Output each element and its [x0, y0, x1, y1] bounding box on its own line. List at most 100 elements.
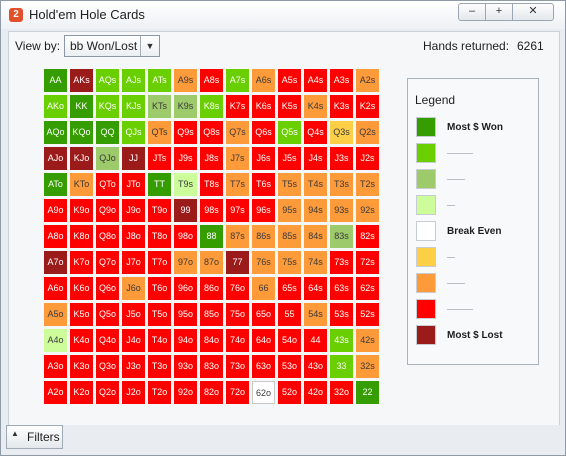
hand-cell-Q8s[interactable]: Q8s: [200, 121, 223, 144]
hand-cell-KQs[interactable]: KQs: [96, 95, 119, 118]
hand-cell-55[interactable]: 55: [278, 303, 301, 326]
hand-cell-Q3s[interactable]: Q3s: [330, 121, 353, 144]
hand-cell-88[interactable]: 88: [200, 225, 223, 248]
hand-cell-33[interactable]: 33: [330, 355, 353, 378]
hand-cell-Q4s[interactable]: Q4s: [304, 121, 327, 144]
maximize-button[interactable]: +: [485, 3, 513, 21]
hand-cell-K8o[interactable]: K8o: [70, 225, 93, 248]
minimize-button[interactable]: –: [458, 3, 486, 21]
hand-cell-66[interactable]: 66: [252, 277, 275, 300]
hand-cell-73s[interactable]: 73s: [330, 251, 353, 274]
hand-cell-76o[interactable]: 76o: [226, 277, 249, 300]
hand-cell-96o[interactable]: 96o: [174, 277, 197, 300]
hand-cell-A3s[interactable]: A3s: [330, 69, 353, 92]
hand-cell-65o[interactable]: 65o: [252, 303, 275, 326]
hand-cell-53o[interactable]: 53o: [278, 355, 301, 378]
hand-cell-72s[interactable]: 72s: [356, 251, 379, 274]
hand-cell-85s[interactable]: 85s: [278, 225, 301, 248]
hand-cell-77[interactable]: 77: [226, 251, 249, 274]
hand-cell-QJs[interactable]: QJs: [122, 121, 145, 144]
hand-cell-A7o[interactable]: A7o: [44, 251, 67, 274]
hand-cell-T9o[interactable]: T9o: [148, 199, 171, 222]
hand-cell-75o[interactable]: 75o: [226, 303, 249, 326]
hand-cell-96s[interactable]: 96s: [252, 199, 275, 222]
hand-cell-86s[interactable]: 86s: [252, 225, 275, 248]
hand-cell-KJo[interactable]: KJo: [70, 147, 93, 170]
hand-cell-A6s[interactable]: A6s: [252, 69, 275, 92]
hand-cell-Q9s[interactable]: Q9s: [174, 121, 197, 144]
hand-cell-K8s[interactable]: K8s: [200, 95, 223, 118]
hand-cell-92o[interactable]: 92o: [174, 381, 197, 404]
hand-cell-A4o[interactable]: A4o: [44, 329, 67, 352]
hand-cell-98s[interactable]: 98s: [200, 199, 223, 222]
hand-cell-44[interactable]: 44: [304, 329, 327, 352]
hand-cell-42o[interactable]: 42o: [304, 381, 327, 404]
hand-cell-K6o[interactable]: K6o: [70, 277, 93, 300]
hand-cell-K3s[interactable]: K3s: [330, 95, 353, 118]
hand-cell-63s[interactable]: 63s: [330, 277, 353, 300]
hand-cell-22[interactable]: 22: [356, 381, 379, 404]
hand-cell-A9o[interactable]: A9o: [44, 199, 67, 222]
hand-cell-43s[interactable]: 43s: [330, 329, 353, 352]
chevron-down-icon[interactable]: ▼: [140, 36, 159, 56]
hand-cell-52s[interactable]: 52s: [356, 303, 379, 326]
hand-cell-98o[interactable]: 98o: [174, 225, 197, 248]
hand-cell-53s[interactable]: 53s: [330, 303, 353, 326]
hand-cell-64o[interactable]: 64o: [252, 329, 275, 352]
hand-cell-AQo[interactable]: AQo: [44, 121, 67, 144]
hand-cell-93s[interactable]: 93s: [330, 199, 353, 222]
hand-cell-K9s[interactable]: K9s: [174, 95, 197, 118]
hand-cell-Q4o[interactable]: Q4o: [96, 329, 119, 352]
hand-cell-K7o[interactable]: K7o: [70, 251, 93, 274]
hand-cell-A5o[interactable]: A5o: [44, 303, 67, 326]
hand-cell-T4o[interactable]: T4o: [148, 329, 171, 352]
hand-cell-J9o[interactable]: J9o: [122, 199, 145, 222]
hand-cell-J6s[interactable]: J6s: [252, 147, 275, 170]
hand-cell-T9s[interactable]: T9s: [174, 173, 197, 196]
hand-cell-T4s[interactable]: T4s: [304, 173, 327, 196]
hand-cell-KTo[interactable]: KTo: [70, 173, 93, 196]
hand-cell-82o[interactable]: 82o: [200, 381, 223, 404]
hand-cell-84o[interactable]: 84o: [200, 329, 223, 352]
hand-cell-K7s[interactable]: K7s: [226, 95, 249, 118]
hand-cell-Q7s[interactable]: Q7s: [226, 121, 249, 144]
hand-cell-T5s[interactable]: T5s: [278, 173, 301, 196]
hand-cell-AJs[interactable]: AJs: [122, 69, 145, 92]
hand-cell-J7s[interactable]: J7s: [226, 147, 249, 170]
hand-cell-62o[interactable]: 62o: [252, 381, 275, 404]
hand-cell-ATo[interactable]: ATo: [44, 173, 67, 196]
hand-cell-72o[interactable]: 72o: [226, 381, 249, 404]
hand-cell-97o[interactable]: 97o: [174, 251, 197, 274]
hand-cell-Q3o[interactable]: Q3o: [96, 355, 119, 378]
hand-cell-J2s[interactable]: J2s: [356, 147, 379, 170]
hand-cell-K5o[interactable]: K5o: [70, 303, 93, 326]
hand-cell-Q9o[interactable]: Q9o: [96, 199, 119, 222]
hand-cell-73o[interactable]: 73o: [226, 355, 249, 378]
view-by-select[interactable]: bb Won/Lost ▼: [64, 35, 160, 57]
hand-cell-T8o[interactable]: T8o: [148, 225, 171, 248]
hand-cell-K4o[interactable]: K4o: [70, 329, 93, 352]
hand-cell-J3o[interactable]: J3o: [122, 355, 145, 378]
hand-cell-95o[interactable]: 95o: [174, 303, 197, 326]
hand-cell-T3o[interactable]: T3o: [148, 355, 171, 378]
hand-cell-J8s[interactable]: J8s: [200, 147, 223, 170]
hand-cell-AA[interactable]: AA: [44, 69, 67, 92]
hand-cell-JJ[interactable]: JJ: [122, 147, 145, 170]
hand-cell-ATs[interactable]: ATs: [148, 69, 171, 92]
hand-cell-74o[interactable]: 74o: [226, 329, 249, 352]
hand-cell-Q6s[interactable]: Q6s: [252, 121, 275, 144]
hand-cell-QTo[interactable]: QTo: [96, 173, 119, 196]
hand-cell-97s[interactable]: 97s: [226, 199, 249, 222]
close-button[interactable]: ✕: [512, 3, 554, 21]
hand-cell-64s[interactable]: 64s: [304, 277, 327, 300]
hand-cell-99[interactable]: 99: [174, 199, 197, 222]
hand-cell-AJo[interactable]: AJo: [44, 147, 67, 170]
hand-cell-43o[interactable]: 43o: [304, 355, 327, 378]
hand-cell-A8s[interactable]: A8s: [200, 69, 223, 92]
hand-cell-82s[interactable]: 82s: [356, 225, 379, 248]
hand-cell-63o[interactable]: 63o: [252, 355, 275, 378]
hand-cell-93o[interactable]: 93o: [174, 355, 197, 378]
hand-cell-K2o[interactable]: K2o: [70, 381, 93, 404]
hand-cell-42s[interactable]: 42s: [356, 329, 379, 352]
hand-cell-84s[interactable]: 84s: [304, 225, 327, 248]
